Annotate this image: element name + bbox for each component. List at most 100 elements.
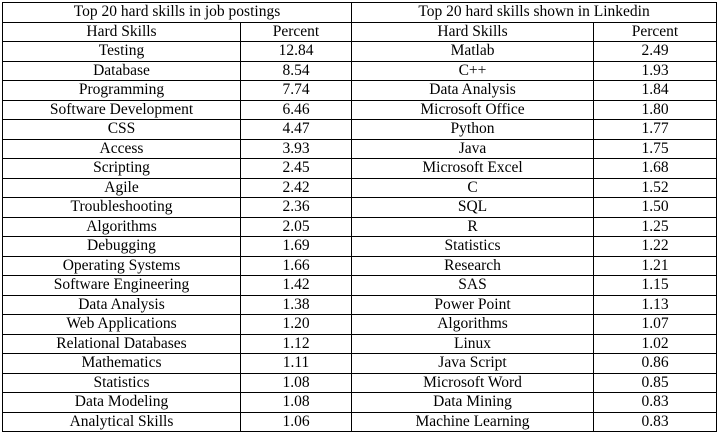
linkedin-percent-header: Percent bbox=[593, 21, 718, 42]
job-postings-skill-cell: Software Development bbox=[2, 99, 241, 120]
table-row: Statistics 1.08 Microsoft Word 0.85 bbox=[2, 372, 718, 393]
linkedin-skill-cell: C++ bbox=[351, 60, 595, 81]
job-postings-skill-cell: Programming bbox=[2, 80, 241, 101]
linkedin-percent-cell: 1.15 bbox=[593, 275, 718, 296]
job-postings-percent-cell: 2.05 bbox=[239, 216, 353, 237]
linkedin-skill-cell: Data Analysis bbox=[351, 80, 595, 101]
linkedin-skill-cell: Algorithms bbox=[351, 314, 595, 335]
job-postings-skill-cell: Operating Systems bbox=[2, 255, 241, 276]
job-postings-percent-cell: 1.08 bbox=[239, 372, 353, 393]
linkedin-percent-cell: 1.68 bbox=[593, 158, 718, 179]
linkedin-skill-cell: Machine Learning bbox=[351, 411, 595, 432]
table-row: CSS 4.47 Python 1.77 bbox=[2, 119, 718, 140]
table-row: Programming 7.74 Data Analysis 1.84 bbox=[2, 80, 718, 101]
linkedin-skill-cell: SQL bbox=[351, 197, 595, 218]
linkedin-skill-cell: Java bbox=[351, 138, 595, 159]
linkedin-skill-cell: Matlab bbox=[351, 41, 595, 62]
job-postings-percent-cell: 1.08 bbox=[239, 392, 353, 413]
job-postings-percent-cell: 1.69 bbox=[239, 236, 353, 257]
table-row: Data Modeling 1.08 Data Mining 0.83 bbox=[2, 392, 718, 413]
linkedin-skill-cell: Microsoft Excel bbox=[351, 158, 595, 179]
linkedin-percent-cell: 1.13 bbox=[593, 294, 718, 315]
linkedin-percent-cell: 1.22 bbox=[593, 236, 718, 257]
table-row: Analytical Skills 1.06 Machine Learning 0.8… bbox=[2, 411, 718, 432]
job-postings-percent-cell: 1.06 bbox=[239, 411, 353, 432]
job-postings-percent-cell: 4.47 bbox=[239, 119, 353, 140]
linkedin-percent-cell: 1.50 bbox=[593, 197, 718, 218]
linkedin-skill-cell: C bbox=[351, 177, 595, 198]
job-postings-skill-cell: Testing bbox=[2, 41, 241, 62]
linkedin-percent-cell: 1.52 bbox=[593, 177, 718, 198]
job-postings-skill-cell: Debugging bbox=[2, 236, 241, 257]
job-postings-skill-cell: Statistics bbox=[2, 372, 241, 393]
job-postings-percent-cell: 3.93 bbox=[239, 138, 353, 159]
job-postings-skill-cell: Database bbox=[2, 60, 241, 81]
linkedin-skill-cell: Statistics bbox=[351, 236, 595, 257]
linkedin-percent-cell: 1.02 bbox=[593, 333, 718, 354]
table-title-row: Top 20 hard skills in job postings Top 2… bbox=[1, 2, 718, 23]
job-postings-percent-header: Percent bbox=[239, 21, 353, 42]
linkedin-percent-cell: 1.21 bbox=[593, 255, 718, 276]
linkedin-percent-cell: 1.93 bbox=[593, 60, 718, 81]
table-row: Software Engineering 1.42 SAS 1.15 bbox=[2, 275, 718, 296]
job-postings-percent-cell: 12.84 bbox=[239, 41, 353, 62]
linkedin-title: Top 20 hard skills shown in Linkedin bbox=[351, 2, 718, 23]
linkedin-percent-cell: 1.77 bbox=[593, 119, 718, 140]
job-postings-skill-cell: Agile bbox=[2, 177, 241, 198]
job-postings-percent-cell: 7.74 bbox=[239, 80, 353, 101]
job-postings-percent-cell: 1.20 bbox=[239, 314, 353, 335]
linkedin-skill-cell: Python bbox=[351, 119, 595, 140]
table-row: Agile 2.42 C 1.52 bbox=[2, 177, 718, 198]
linkedin-skill-header: Hard Skills bbox=[351, 21, 595, 42]
table-row: Web Applications 1.20 Algorithms 1.07 bbox=[2, 314, 718, 335]
linkedin-skill-cell: Power Point bbox=[351, 294, 595, 315]
linkedin-percent-cell: 0.83 bbox=[593, 392, 718, 413]
job-postings-skill-cell: Web Applications bbox=[2, 314, 241, 335]
linkedin-skill-cell: Microsoft Word bbox=[351, 372, 595, 393]
linkedin-percent-cell: 2.49 bbox=[593, 41, 718, 62]
job-postings-percent-cell: 1.38 bbox=[239, 294, 353, 315]
table-row: Troubleshooting 2.36 SQL 1.50 bbox=[2, 197, 718, 218]
table-row: Relational Databases 1.12 Linux 1.02 bbox=[2, 333, 718, 354]
job-postings-skill-cell: Software Engineering bbox=[2, 275, 241, 296]
job-postings-skill-cell: CSS bbox=[2, 119, 241, 140]
job-postings-percent-cell: 8.54 bbox=[239, 60, 353, 81]
job-postings-percent-cell: 6.46 bbox=[239, 99, 353, 120]
table-row: Software Development 6.46 Microsoft Office… bbox=[2, 99, 718, 120]
job-postings-title: Top 20 hard skills in job postings bbox=[1, 2, 353, 23]
table-row: Testing 12.84 Matlab 2.49 bbox=[2, 41, 718, 62]
linkedin-percent-cell: 1.25 bbox=[593, 216, 718, 237]
linkedin-skill-cell: Research bbox=[351, 255, 595, 276]
table-row: Algorithms 2.05 R 1.25 bbox=[2, 216, 718, 237]
job-postings-percent-cell: 2.36 bbox=[239, 197, 353, 218]
job-postings-percent-cell: 2.45 bbox=[239, 158, 353, 179]
job-postings-skill-cell: Mathematics bbox=[2, 353, 241, 374]
job-postings-percent-cell: 1.12 bbox=[239, 333, 353, 354]
table-row: Database 8.54 C++ 1.93 bbox=[2, 60, 718, 81]
linkedin-percent-cell: 1.75 bbox=[593, 138, 718, 159]
linkedin-skill-cell: Java Script bbox=[351, 353, 595, 374]
table-row: Mathematics 1.11 Java Script 0.86 bbox=[2, 353, 718, 374]
table-header-row: Hard Skills Percent Hard Skills Percent bbox=[2, 21, 718, 42]
linkedin-skill-cell: Linux bbox=[351, 333, 595, 354]
linkedin-skill-cell: R bbox=[351, 216, 595, 237]
job-postings-percent-cell: 1.66 bbox=[239, 255, 353, 276]
job-postings-percent-cell: 2.42 bbox=[239, 177, 353, 198]
table-row: Access 3.93 Java 1.75 bbox=[2, 138, 718, 159]
linkedin-percent-cell: 0.86 bbox=[593, 353, 718, 374]
linkedin-skill-cell: Data Mining bbox=[351, 392, 595, 413]
job-postings-skill-cell: Troubleshooting bbox=[2, 197, 241, 218]
table-row: Operating Systems 1.66 Research 1.21 bbox=[2, 255, 718, 276]
linkedin-skill-cell: Microsoft Office bbox=[351, 99, 595, 120]
linkedin-percent-cell: 1.80 bbox=[593, 99, 718, 120]
job-postings-skill-cell: Data Analysis bbox=[2, 294, 241, 315]
job-postings-skill-cell: Access bbox=[2, 138, 241, 159]
linkedin-percent-cell: 0.83 bbox=[593, 411, 718, 432]
table-row: Scripting 2.45 Microsoft Excel 1.68 bbox=[2, 158, 718, 179]
job-postings-skill-cell: Scripting bbox=[2, 158, 241, 179]
table-row: Data Analysis 1.38 Power Point 1.13 bbox=[2, 294, 718, 315]
job-postings-skill-header: Hard Skills bbox=[2, 21, 241, 42]
job-postings-skill-cell: Algorithms bbox=[2, 216, 241, 237]
job-postings-percent-cell: 1.42 bbox=[239, 275, 353, 296]
